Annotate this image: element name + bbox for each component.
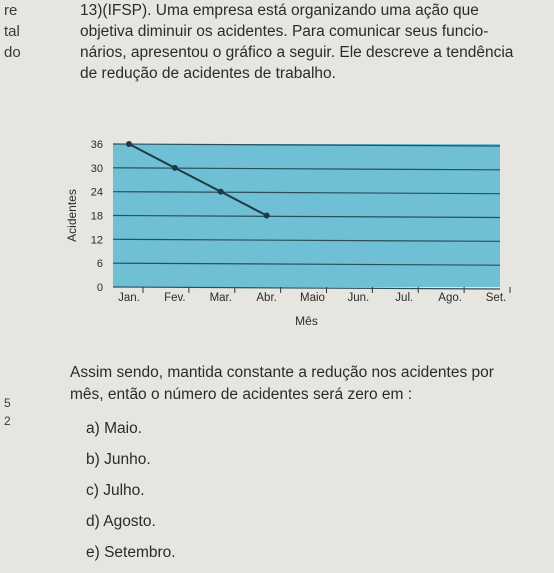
statement-line: mês, então o número de acidentes será ze… (70, 386, 413, 403)
margin-fragment: tal (4, 23, 20, 40)
option-d[interactable]: d) Agosto. (86, 513, 156, 530)
x-tick-label: Fev. (164, 292, 186, 304)
grid-line (112, 191, 501, 195)
data-point (263, 212, 270, 219)
x-tick-label: Set. (486, 292, 506, 304)
data-point (126, 141, 132, 147)
accident-chart: 0 6 12 18 24 30 36 Jan. Fev. Mar. Abr. Maio Jun. Jul.… (60, 130, 520, 330)
option-c[interactable]: c) Julho. (86, 482, 145, 499)
x-tick-label: Jan. (118, 292, 140, 304)
statement-line: Assim sendo, mantida constante a redução… (70, 364, 494, 381)
x-tick-label: Jul. (395, 292, 413, 304)
question-line: 13)(IFSP). Uma empresa está organizando … (80, 2, 479, 19)
margin-fragment: re (4, 2, 18, 19)
y-tick-label: 6 (97, 258, 103, 270)
grid-line (112, 238, 501, 242)
line-chart-svg: 0 6 12 18 24 30 36 Jan. Fev. Mar. Abr. Maio Jun. Jul.… (65, 139, 511, 328)
y-axis-label: Acidentes (65, 189, 79, 242)
x-axis-label: Mês (295, 314, 318, 328)
question-text: 13)(IFSP). Uma empresa está organizando … (80, 0, 546, 84)
y-tick-label: 24 (91, 187, 103, 199)
option-a[interactable]: a) Maio. (86, 420, 142, 437)
question-line: objetiva diminuir os acidentes. Para com… (80, 23, 489, 40)
option-b[interactable]: b) Junho. (86, 451, 151, 468)
option-e[interactable]: e) Setembro. (86, 544, 176, 561)
grid-line (112, 262, 501, 266)
grid-line (112, 286, 501, 290)
x-tick-label: Abr. (256, 292, 276, 304)
question-line: nários, apresentou o gráfico a seguir. E… (80, 44, 514, 61)
answer-options: a) Maio. b) Junho. c) Julho. d) Agosto. … (86, 418, 176, 573)
margin-fragment: 5 (4, 396, 11, 410)
y-tick-label: 0 (97, 282, 103, 294)
y-tick-label: 36 (91, 139, 103, 151)
question-line: de redução de acidentes de trabalho. (80, 65, 336, 82)
statement-text: Assim sendo, mantida constante a redução… (70, 362, 540, 406)
grid-line (112, 214, 501, 219)
y-tick-label: 18 (91, 211, 103, 223)
y-tick-label: 12 (91, 234, 103, 246)
margin-fragment: do (4, 44, 21, 61)
x-tick-label: Mar. (210, 292, 232, 304)
x-tick-label: Jun. (348, 292, 370, 304)
margin-fragment: 2 (4, 414, 11, 428)
series-line (128, 143, 268, 217)
data-point (217, 188, 224, 195)
y-tick-label: 30 (91, 163, 103, 175)
x-tick-label: Maio (300, 292, 325, 304)
x-tick-label: Ago. (438, 292, 462, 304)
data-point (171, 164, 178, 171)
grid-line (112, 143, 501, 147)
